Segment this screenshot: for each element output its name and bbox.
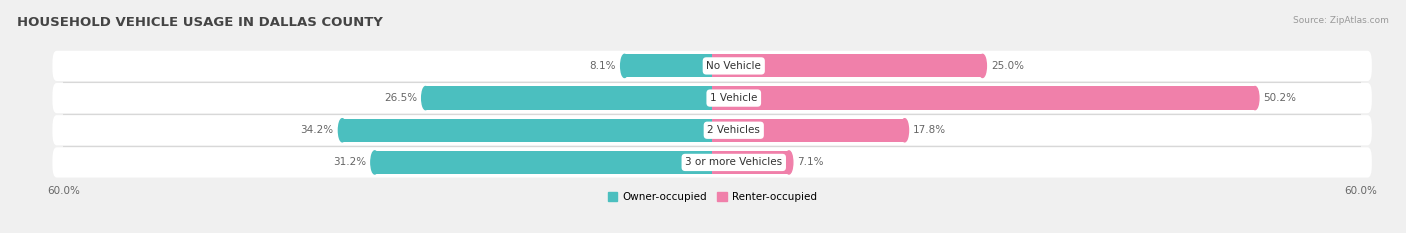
Circle shape: [979, 54, 987, 78]
Text: 2 Vehicles: 2 Vehicles: [707, 125, 761, 135]
FancyBboxPatch shape: [52, 51, 1372, 81]
Text: 1 Vehicle: 1 Vehicle: [710, 93, 758, 103]
FancyBboxPatch shape: [52, 115, 1372, 145]
Circle shape: [339, 119, 346, 142]
Text: Source: ZipAtlas.com: Source: ZipAtlas.com: [1294, 16, 1389, 25]
Text: 8.1%: 8.1%: [589, 61, 616, 71]
Bar: [713, 151, 789, 174]
Bar: [426, 86, 713, 110]
Text: No Vehicle: No Vehicle: [706, 61, 761, 71]
Bar: [713, 119, 904, 142]
Text: HOUSEHOLD VEHICLE USAGE IN DALLAS COUNTY: HOUSEHOLD VEHICLE USAGE IN DALLAS COUNTY: [17, 16, 382, 29]
Circle shape: [422, 86, 429, 110]
Bar: [342, 119, 713, 142]
FancyBboxPatch shape: [52, 83, 1372, 113]
Bar: [713, 54, 983, 78]
Text: 25.0%: 25.0%: [991, 61, 1024, 71]
Text: 7.1%: 7.1%: [797, 158, 824, 168]
Circle shape: [1251, 86, 1258, 110]
Bar: [375, 151, 713, 174]
Text: 34.2%: 34.2%: [301, 125, 333, 135]
Circle shape: [901, 119, 908, 142]
FancyBboxPatch shape: [52, 147, 1372, 178]
Circle shape: [785, 151, 793, 174]
Legend: Owner-occupied, Renter-occupied: Owner-occupied, Renter-occupied: [603, 188, 821, 206]
Text: 50.2%: 50.2%: [1264, 93, 1296, 103]
Circle shape: [371, 151, 378, 174]
Text: 26.5%: 26.5%: [384, 93, 418, 103]
Text: 17.8%: 17.8%: [914, 125, 946, 135]
Text: 3 or more Vehicles: 3 or more Vehicles: [685, 158, 782, 168]
Bar: [713, 86, 1256, 110]
Circle shape: [620, 54, 628, 78]
Bar: [624, 54, 713, 78]
Text: 31.2%: 31.2%: [333, 158, 366, 168]
